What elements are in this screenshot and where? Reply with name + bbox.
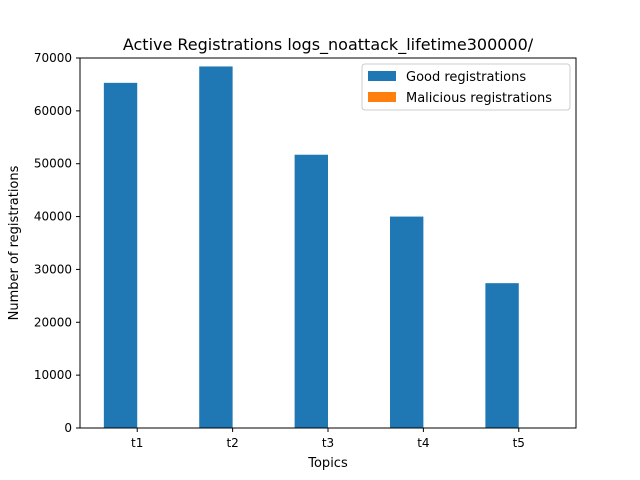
y-tick-label: 0	[64, 421, 72, 435]
legend-swatch	[368, 71, 396, 81]
x-tick-label: t2	[226, 436, 238, 450]
legend-box	[361, 63, 571, 111]
y-axis-label: Number of registrations	[7, 165, 22, 320]
legend-label: Malicious registrations	[406, 91, 552, 106]
y-tick-label: 20000	[34, 315, 72, 329]
chart-title: Active Registrations logs_noattack_lifet…	[123, 35, 534, 55]
y-axis-ticks: 0 10000 20000 30000 40000 50000 60000 70000	[34, 51, 80, 435]
y-tick-label: 10000	[34, 368, 72, 382]
x-axis-label: Topics	[307, 456, 348, 471]
x-tick-label: t1	[131, 436, 143, 450]
x-tick-label: t4	[417, 436, 429, 450]
x-tick-label: t5	[513, 436, 525, 450]
good-bar-t1	[103, 82, 138, 428]
legend: Good registrations Malicious registration…	[361, 63, 571, 111]
good-bar-t3	[294, 154, 328, 428]
y-tick-label: 70000	[34, 51, 72, 65]
good-bar-t5	[485, 283, 519, 428]
plot-frame	[79, 57, 577, 429]
x-axis-ticks: t1 t2 t3 t4 t5	[131, 428, 525, 450]
y-tick-label: 60000	[34, 104, 72, 118]
bars-group	[103, 66, 519, 428]
legend-label: Good registrations	[406, 70, 526, 85]
good-bar-t4	[390, 216, 424, 428]
x-tick-label: t3	[322, 436, 334, 450]
y-tick-label: 40000	[34, 210, 72, 224]
legend-swatch	[368, 92, 396, 102]
y-tick-label: 50000	[34, 157, 72, 171]
good-bar-t2	[199, 66, 233, 428]
y-tick-label: 30000	[34, 262, 72, 276]
